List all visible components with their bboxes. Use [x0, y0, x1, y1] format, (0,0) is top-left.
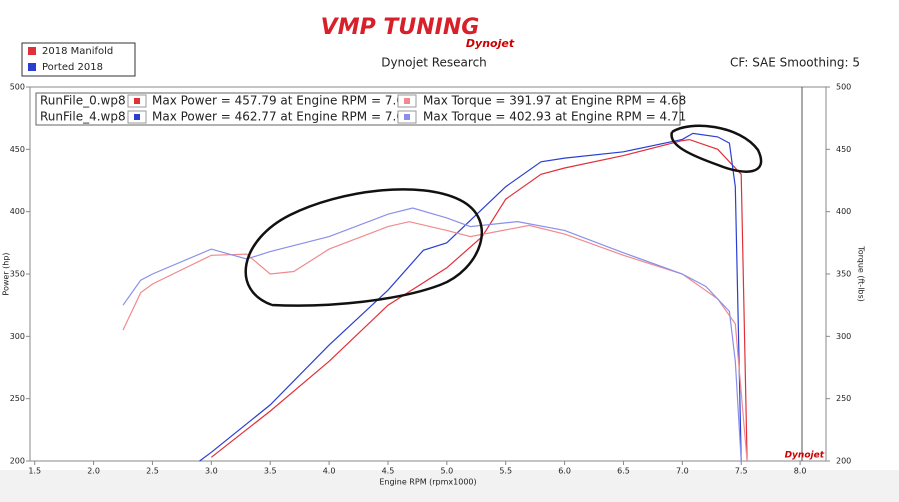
- series-group: [122, 132, 748, 462]
- x-tick-label: 2.5: [146, 467, 159, 476]
- legend-swatch: [28, 63, 36, 71]
- legend-label: Ported 2018: [42, 62, 103, 73]
- dynojet-mark: Dynojet: [785, 451, 825, 461]
- x-tick-label: 6.5: [617, 467, 630, 476]
- x-tick-label: 6.0: [558, 467, 571, 476]
- legend-label: 2018 Manifold: [42, 46, 113, 57]
- max-torque: Max Torque = 391.97 at Engine RPM = 4.68: [423, 94, 686, 108]
- x-tick-label: 2.0: [87, 467, 100, 476]
- y2-tick-label: 200: [836, 457, 851, 466]
- run-file: RunFile_0.wp8: [40, 94, 126, 108]
- logo-dynojet: Dynojet: [466, 37, 515, 50]
- y-axis-label: Power (hp): [2, 252, 11, 295]
- x-tick-label: 5.5: [499, 467, 512, 476]
- x-tick-label: 8.0: [794, 467, 807, 476]
- x-tick-label: 7.0: [676, 467, 689, 476]
- legend: [21, 42, 136, 77]
- info-swatch-fill: [134, 114, 140, 120]
- max-power: Max Power = 462.77 at Engine RPM = 7.09: [152, 110, 412, 124]
- run-file: RunFile_4.wp8: [40, 110, 126, 124]
- y-tick-label: 400: [10, 207, 25, 216]
- y2-tick-label: 500: [836, 83, 851, 92]
- x-tick-label: 1.5: [28, 467, 41, 476]
- series-line: [199, 132, 742, 462]
- x-tick-label: 3.5: [264, 467, 277, 476]
- info-swatch-fill: [404, 114, 410, 120]
- chart-subtitle: CF: SAE Smoothing: 5: [730, 56, 860, 70]
- x-tick-label: 3.0: [205, 467, 218, 476]
- annotation-circle: [244, 188, 483, 307]
- y2-tick-label: 350: [836, 270, 851, 279]
- y-tick-label: 200: [10, 457, 25, 466]
- info-swatch-fill: [134, 98, 140, 104]
- max-torque: Max Torque = 402.93 at Engine RPM = 4.71: [423, 110, 686, 124]
- y2-tick-label: 250: [836, 394, 851, 403]
- x-tick-label: 5.0: [440, 467, 453, 476]
- x-tick-label: 4.5: [382, 467, 395, 476]
- y-tick-label: 450: [10, 145, 25, 154]
- max-power: Max Power = 457.79 at Engine RPM = 7.06: [152, 94, 412, 108]
- series-line: [122, 207, 742, 462]
- y-tick-label: 500: [10, 83, 25, 92]
- y2-axis-label: Torque (ft-lbs): [857, 245, 866, 302]
- chart-title: Dynojet Research: [381, 56, 487, 70]
- y-tick-label: 250: [10, 394, 25, 403]
- legend-swatch: [28, 47, 36, 55]
- y2-tick-label: 450: [836, 145, 851, 154]
- logo: VMP TUNING: [321, 15, 480, 40]
- x-tick-label: 7.5: [735, 467, 748, 476]
- y2-tick-label: 400: [836, 207, 851, 216]
- x-tick-label: 4.0: [323, 467, 336, 476]
- y2-tick-label: 300: [836, 332, 851, 341]
- annotation-circle: [670, 124, 763, 173]
- series-line: [210, 138, 748, 462]
- x-axis-label: Engine RPM (rpmx1000): [379, 478, 476, 487]
- y-tick-label: 300: [10, 332, 25, 341]
- info-swatch-fill: [404, 98, 410, 104]
- footer-band: [0, 470, 899, 502]
- y-tick-label: 350: [10, 270, 25, 279]
